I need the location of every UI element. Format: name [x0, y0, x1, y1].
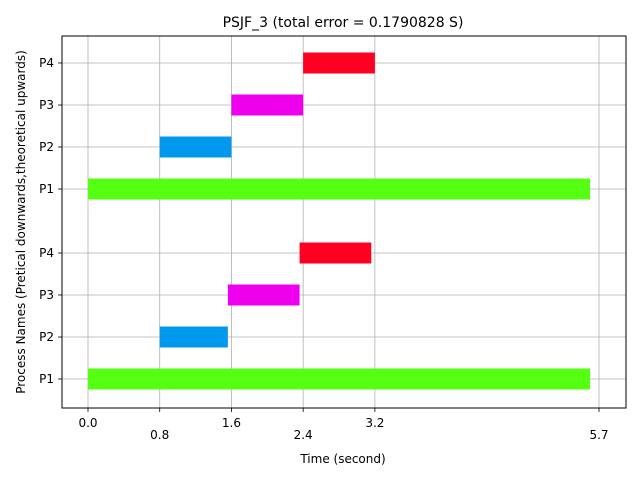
- bar-p2: [159, 136, 232, 158]
- x-tick-label: 3.2: [365, 416, 384, 430]
- bar-p1: [88, 178, 591, 200]
- y-axis-label: Process Names (Pretical downwards,theore…: [14, 50, 28, 394]
- bar-p4: [303, 52, 375, 74]
- y-tick-label: P2: [39, 140, 54, 154]
- x-tick-label: 0.0: [78, 416, 97, 430]
- bar-p2: [159, 326, 228, 348]
- bar-p1: [88, 368, 591, 390]
- y-tick-label: P3: [39, 98, 54, 112]
- plot-frame: [61, 35, 627, 409]
- y-tick-label: P4: [39, 56, 54, 70]
- bars-layer: [88, 52, 591, 390]
- y-tick-label: P3: [39, 288, 54, 302]
- x-tick-label: 0.8: [150, 428, 169, 442]
- x-axis-label: Time (second): [299, 452, 385, 466]
- x-tick-label: 1.6: [222, 416, 241, 430]
- bar-p4: [299, 242, 372, 264]
- x-tick-label: 5.7: [589, 428, 608, 442]
- bar-p3: [227, 284, 300, 306]
- grid-layer: [62, 36, 626, 408]
- chart-title: PSJF_3 (total error = 0.1790828 S): [223, 15, 464, 31]
- ticks-layer: 0.0 0.8 1.6 2.4 3.2 5.7 P1 P2 P3 P4 P1 P2 P3 P4: [39, 56, 608, 442]
- y-tick-label: P1: [39, 372, 54, 386]
- y-tick-label: P4: [39, 246, 54, 260]
- y-tick-label: P1: [39, 182, 54, 196]
- x-tick-label: 2.4: [294, 428, 313, 442]
- y-tick-label: P2: [39, 330, 54, 344]
- bar-p3: [231, 94, 304, 116]
